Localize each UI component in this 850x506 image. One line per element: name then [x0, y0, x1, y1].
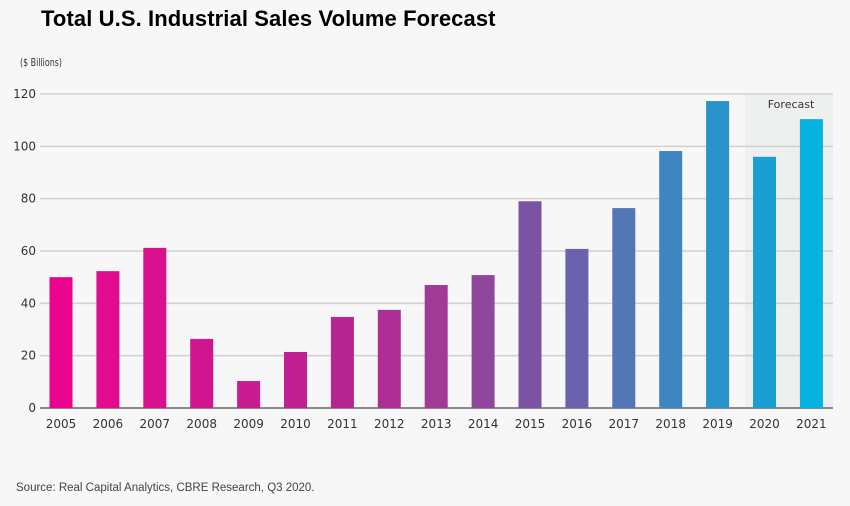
x-tick-label: 2015 — [515, 417, 546, 431]
bar-2014 — [471, 275, 495, 408]
bar-2008 — [190, 338, 214, 408]
bar-2011 — [330, 316, 354, 408]
source-note: Source: Real Capital Analytics, CBRE Res… — [16, 482, 315, 494]
bar-2015 — [518, 201, 542, 408]
bar-2012 — [377, 309, 401, 408]
x-tick-label: 2014 — [468, 417, 499, 431]
x-tick-label: 2018 — [655, 417, 686, 431]
chart-title: Total U.S. Industrial Sales Volume Forec… — [41, 6, 496, 31]
x-tick-label: 2006 — [93, 417, 124, 431]
x-tick-label: 2020 — [749, 417, 780, 431]
x-tick-label: 2008 — [186, 417, 217, 431]
y-tick-label: 60 — [21, 244, 36, 258]
x-tick-label: 2017 — [609, 417, 640, 431]
x-tick-label: 2010 — [280, 417, 311, 431]
forecast-label: Forecast — [768, 98, 815, 111]
bar-2006 — [96, 271, 120, 408]
bar-2021 — [799, 119, 823, 409]
y-tick-label: 40 — [21, 296, 36, 310]
y-axis-label: ($ Billions) — [20, 56, 62, 69]
bar-2009 — [237, 381, 261, 408]
x-tick-label: 2019 — [702, 417, 733, 431]
y-tick-label: 120 — [13, 87, 36, 101]
bar-2005 — [49, 277, 73, 408]
bar-2007 — [143, 247, 167, 408]
x-tick-label: 2016 — [562, 417, 593, 431]
bar-2017 — [612, 208, 636, 408]
x-tick-label: 2021 — [796, 417, 827, 431]
x-tick-label: 2011 — [327, 417, 358, 431]
y-tick-label: 80 — [21, 192, 36, 206]
bar-2010 — [284, 352, 307, 408]
x-tick-label: 2009 — [233, 417, 264, 431]
bar-2019 — [706, 101, 730, 408]
x-tick-label: 2007 — [140, 417, 171, 431]
y-tick-label: 20 — [21, 349, 36, 363]
bar-2013 — [424, 285, 448, 408]
bar-2018 — [659, 151, 683, 408]
y-tick-label: 0 — [28, 401, 36, 415]
x-tick-label: 2013 — [421, 417, 452, 431]
bar-2016 — [565, 248, 589, 408]
y-tick-label: 100 — [13, 139, 36, 153]
x-tick-label: 2005 — [46, 417, 77, 431]
x-tick-label: 2012 — [374, 417, 405, 431]
bar-2020 — [753, 156, 776, 408]
